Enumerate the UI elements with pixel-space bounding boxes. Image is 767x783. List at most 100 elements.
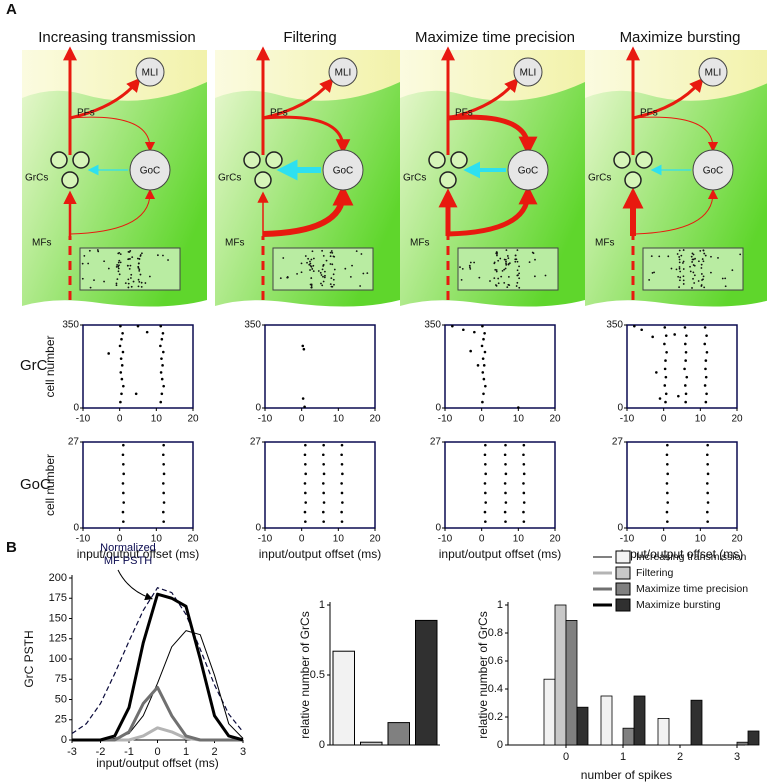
inset-dot (505, 263, 508, 266)
spike (322, 491, 325, 495)
inset-dot (678, 258, 681, 261)
inset-dot (469, 267, 472, 270)
goc-label: GoC (703, 166, 724, 177)
inset-dot (128, 267, 131, 270)
spike (705, 350, 709, 354)
psth-line (72, 726, 243, 742)
inset-dot (700, 273, 703, 275)
spike (666, 462, 669, 466)
inset-dot (322, 280, 325, 283)
inset-dot (489, 280, 491, 282)
spike (476, 364, 480, 367)
inset-dot (700, 263, 703, 266)
y-tick-label: 100 (49, 653, 67, 665)
goc-cell (507, 149, 549, 191)
inset-dot (103, 280, 105, 283)
spike (121, 482, 125, 485)
inset-dot (500, 275, 503, 278)
spike (119, 400, 122, 404)
mli-cell (513, 57, 543, 87)
inset-dot (680, 254, 683, 257)
inset-dot (670, 267, 673, 270)
y-tick-label: 0.8 (488, 627, 503, 639)
inset-dot (137, 262, 140, 265)
spike (706, 472, 710, 476)
spike (304, 443, 307, 447)
inset-dot (460, 278, 463, 281)
inset-dot (739, 253, 742, 256)
inset-dot (129, 277, 132, 279)
inset-dot (310, 285, 313, 287)
inset-dot (702, 278, 704, 281)
bar (690, 699, 703, 746)
inset-dot (533, 275, 536, 278)
spike (340, 453, 343, 457)
inset-dot (682, 275, 685, 278)
x-tick-label: 20 (369, 534, 381, 545)
inset-dot (118, 273, 121, 276)
green-layer (215, 50, 400, 307)
inset-dot (308, 263, 311, 266)
spike (122, 491, 125, 495)
inset-dot (516, 269, 519, 272)
spike (663, 367, 667, 371)
inset-dot (702, 275, 705, 278)
spike (685, 375, 689, 379)
inset-dot (682, 260, 685, 263)
inset-dot (362, 272, 365, 275)
inset-dot (651, 272, 654, 274)
grcs-label: GrCs (403, 173, 426, 184)
spike (303, 510, 307, 514)
spike (301, 344, 305, 348)
spike (666, 491, 669, 495)
inset-dot (310, 286, 313, 289)
row-label: GrC (20, 357, 48, 374)
x-tick-label: 20 (549, 414, 561, 425)
spike (341, 501, 344, 504)
spike (484, 443, 487, 447)
spike (504, 501, 508, 504)
spike (469, 349, 472, 353)
spike (706, 462, 709, 466)
spike (664, 392, 668, 396)
spike (663, 384, 667, 387)
mfs-label: MFs (225, 238, 244, 249)
y-tick-label: 150 (49, 612, 67, 624)
inset-dot (691, 252, 694, 255)
x-tick-label: 20 (731, 534, 743, 545)
x-tick-label: 0 (299, 534, 305, 545)
inset-dot (461, 267, 464, 270)
inset-dot (678, 266, 681, 268)
inset-dot (653, 271, 655, 274)
x-tick-label: 10 (513, 534, 525, 545)
mfs-label: MFs (32, 238, 51, 249)
inset-dot (93, 279, 95, 282)
inset-dot (115, 265, 118, 268)
spike (482, 364, 486, 367)
spike (145, 330, 149, 334)
inset-dot (689, 270, 692, 273)
spike (655, 371, 658, 374)
inset-dot (731, 269, 734, 272)
mfs-label: MFs (410, 238, 429, 249)
inset-dot (127, 258, 130, 260)
inset-dot (117, 267, 120, 270)
spike (706, 501, 710, 504)
inset-dot (319, 271, 322, 274)
legend-swatch (615, 598, 631, 612)
spike (121, 510, 125, 514)
x-tick-label: 10 (333, 534, 345, 545)
spike (522, 443, 526, 447)
plot-frame (82, 441, 194, 529)
x-tick-label: 3 (734, 751, 740, 763)
inset-dot (478, 276, 481, 279)
inset-dot (296, 272, 298, 275)
inset-dot (514, 260, 517, 263)
x-axis-label: input/output offset (ms) (439, 547, 562, 561)
x-tick-label: 0 (479, 414, 485, 425)
spike (122, 462, 125, 466)
spike (684, 400, 687, 404)
spike (503, 482, 507, 485)
inset-dot (148, 275, 151, 278)
